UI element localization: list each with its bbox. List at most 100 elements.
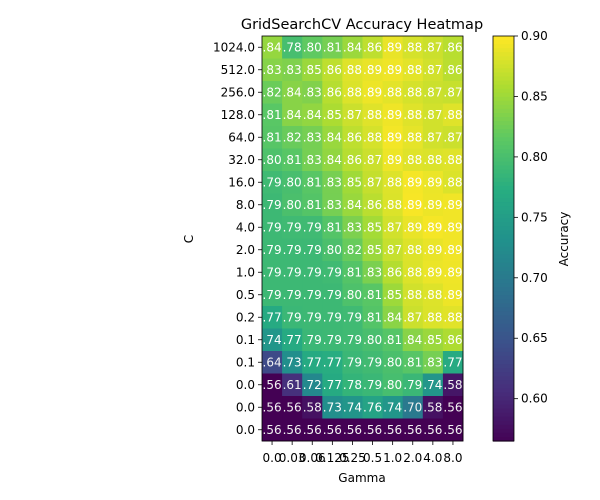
heatmap-cell-label: .89 <box>443 243 462 257</box>
colorbar-tick-label: 0.90 <box>521 29 548 43</box>
heatmap-cell <box>442 126 464 149</box>
colorbar-band <box>493 299 514 304</box>
heatmap-cell-label: .83 <box>303 153 322 167</box>
colorbar-band <box>493 404 514 410</box>
colorbar-band <box>493 56 514 61</box>
colorbar-band <box>493 258 514 264</box>
heatmap-cell-label: .88 <box>403 63 422 77</box>
heatmap-cell <box>362 328 383 352</box>
heatmap-cell-label: .84 <box>283 85 302 99</box>
heatmap-cell-label: .81 <box>323 220 342 234</box>
heatmap-cell-label: .88 <box>383 175 402 189</box>
heatmap-cell <box>322 396 343 419</box>
heatmap-cell-label: .85 <box>323 108 342 122</box>
x-tick-label: 0.5 <box>363 451 382 465</box>
heatmap-cell-label: .79 <box>303 243 322 257</box>
heatmap-cell-label: .84 <box>343 198 362 212</box>
heatmap-cell-label: .89 <box>423 220 442 234</box>
x-tick-label: 0.125 <box>315 451 349 465</box>
colorbar-band <box>493 380 514 385</box>
heatmap-cell-label: .79 <box>403 378 422 392</box>
heatmap-cell <box>382 373 404 397</box>
heatmap-cell <box>322 216 343 239</box>
heatmap-cell-label: .85 <box>363 243 382 257</box>
colorbar-band <box>493 311 514 317</box>
heatmap-cell-label: .77 <box>263 310 282 324</box>
colorbar-band <box>493 60 514 65</box>
colorbar-band <box>493 400 514 406</box>
heatmap-cell <box>262 396 283 419</box>
heatmap-cell <box>282 283 303 307</box>
heatmap-cell-label: .79 <box>343 333 362 347</box>
heatmap-cell <box>442 36 464 59</box>
heatmap-cell-label: .81 <box>323 40 342 54</box>
heatmap-cell <box>302 171 323 194</box>
heatmap-cell <box>322 193 343 217</box>
colorbar-band <box>493 432 514 438</box>
heatmap-cell-label: .88 <box>363 130 382 144</box>
colorbar-band <box>493 254 514 260</box>
heatmap-cell <box>282 373 303 397</box>
heatmap-cell <box>282 148 303 172</box>
heatmap-cell <box>382 193 404 217</box>
heatmap-cell <box>282 261 303 284</box>
heatmap-cell-label: .58 <box>303 400 322 414</box>
heatmap-cell-label: .88 <box>443 175 462 189</box>
heatmap-cell-label: .64 <box>263 355 282 369</box>
heatmap-cell-label: .86 <box>343 130 362 144</box>
heatmap-cell-label: .88 <box>403 288 422 302</box>
y-tick-label: 256.0 <box>221 85 255 99</box>
heatmap-cell <box>262 58 283 82</box>
heatmap-cell <box>262 283 283 307</box>
heatmap-cell <box>382 81 404 104</box>
heatmap-cell <box>262 148 283 172</box>
heatmap-cell-label: .87 <box>383 220 402 234</box>
colorbar-band <box>493 169 514 175</box>
heatmap-cell <box>342 58 363 82</box>
heatmap-cell <box>282 328 303 352</box>
heatmap-cell <box>402 171 424 194</box>
colorbar-band <box>493 396 514 402</box>
heatmap-cell <box>362 306 383 329</box>
colorbar-band <box>493 343 514 349</box>
heatmap-cell <box>422 148 444 172</box>
heatmap-cell <box>342 396 363 419</box>
heatmap-cell <box>442 373 464 397</box>
heatmap-cell <box>342 373 363 397</box>
colorbar-band <box>493 368 514 373</box>
heatmap-cell <box>342 81 363 104</box>
heatmap-cell-label: .89 <box>443 220 462 234</box>
heatmap-cell <box>382 261 404 284</box>
heatmap-cell-label: .56 <box>263 378 282 392</box>
colorbar-band <box>493 198 514 203</box>
heatmap-cell-label: .83 <box>263 63 282 77</box>
heatmap-cell-label: .88 <box>423 153 442 167</box>
heatmap-cell-label: .79 <box>283 220 302 234</box>
y-tick-label: 1024.0 <box>213 40 255 54</box>
heatmap-cell <box>282 103 303 127</box>
heatmap-cell <box>442 328 464 352</box>
colorbar-band <box>493 214 514 219</box>
heatmap-cell <box>402 261 424 284</box>
heatmap-cell <box>422 171 444 194</box>
heatmap-cell <box>322 171 343 194</box>
heatmap-cell-label: .56 <box>343 423 362 437</box>
heatmap-cell-label: .83 <box>423 355 442 369</box>
y-axis-label: C <box>182 235 196 243</box>
heatmap-cell-label: .87 <box>443 130 462 144</box>
heatmap-cell <box>382 216 404 239</box>
heatmap-cell-label: .79 <box>283 288 302 302</box>
heatmap-cell-label: .58 <box>423 400 442 414</box>
y-tick-label: 0.1 <box>236 333 255 347</box>
colorbar-band <box>493 202 514 207</box>
heatmap-cell-label: .84 <box>303 108 322 122</box>
heatmap-cell-label: .79 <box>263 198 282 212</box>
colorbar-frame <box>492 35 515 442</box>
heatmap-cell-label: .81 <box>263 130 282 144</box>
heatmap-cell <box>422 351 444 374</box>
heatmap-cell-label: .56 <box>323 423 342 437</box>
heatmap-cell-label: .87 <box>343 108 362 122</box>
heatmap-cell <box>262 328 283 352</box>
x-axis-label: Gamma <box>338 471 385 485</box>
